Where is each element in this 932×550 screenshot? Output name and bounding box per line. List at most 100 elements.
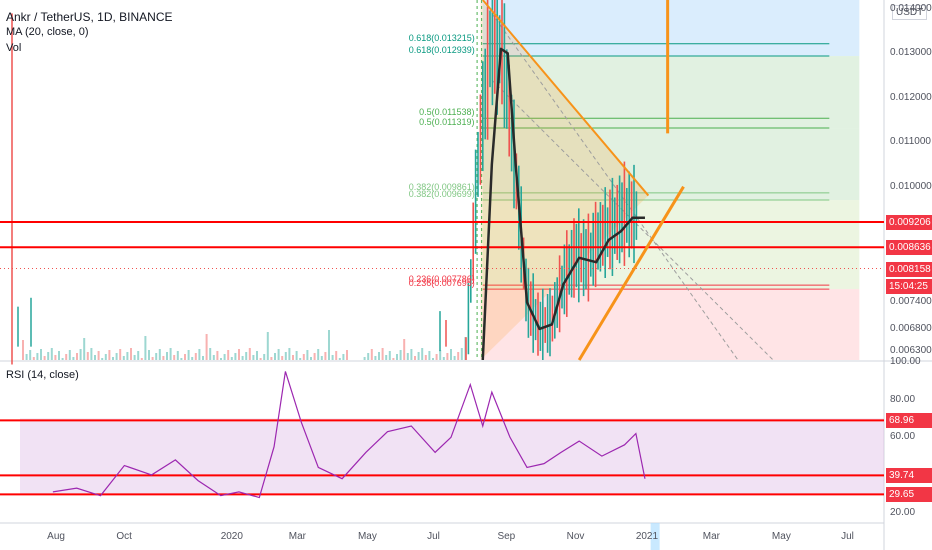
volume-bar — [155, 353, 158, 360]
volume-bar — [97, 351, 100, 360]
volume-bar — [176, 351, 179, 360]
projection-line — [491, 79, 774, 361]
rsi-tick-label: 80.00 — [890, 393, 916, 405]
volume-bar — [104, 354, 107, 360]
volume-bar — [65, 354, 68, 360]
volume-bar — [130, 348, 132, 360]
fib-level-label: 0.618(0.013215) — [408, 32, 475, 43]
ma-indicator-label[interactable]: MA (20, close, 0) — [6, 26, 89, 38]
volume-bar — [245, 352, 248, 360]
volume-bar — [306, 350, 309, 360]
volume-bar — [140, 358, 143, 360]
volume-bar — [25, 354, 28, 360]
rsi-tick-label: 100.00 — [890, 356, 921, 367]
fib-zone-2 — [482, 128, 860, 201]
volume-bar — [338, 358, 341, 360]
volume-bar — [173, 355, 176, 360]
volume-bar — [381, 348, 384, 360]
volume-bar — [101, 358, 104, 360]
volume-bar — [209, 348, 212, 360]
volume-bar — [428, 351, 431, 360]
volume-bar — [317, 349, 320, 360]
moving-average-line — [481, 47, 645, 361]
time-tick-label: Sep — [497, 531, 516, 542]
price-badge: 0.008636 — [886, 240, 932, 256]
volume-bar — [274, 353, 276, 360]
price-tick-label: 0.014000 — [890, 2, 932, 14]
volume-bar — [324, 352, 327, 360]
volume-bar — [277, 349, 280, 360]
volume-bar — [363, 357, 366, 360]
volume-bar — [410, 349, 413, 360]
volume-bar — [90, 348, 93, 360]
volume-bar — [295, 351, 298, 360]
rsi-tick-label: 20.00 — [890, 506, 916, 518]
price-badge: 0.009206 — [886, 214, 932, 230]
volume-bar — [328, 330, 330, 360]
volume-bar — [79, 349, 82, 360]
volume-bar — [83, 338, 86, 360]
volume-bar — [335, 351, 338, 360]
volume-bar — [370, 349, 373, 360]
currency-badge[interactable]: USDT — [892, 5, 928, 20]
volume-indicator-label[interactable]: Vol — [6, 42, 22, 54]
volume-bar — [435, 354, 438, 360]
price-tick-label: 0.011000 — [890, 136, 931, 148]
volume-bar — [256, 351, 258, 360]
volume-bar — [144, 336, 147, 360]
volume-bar — [115, 353, 118, 360]
volume-bar — [191, 357, 194, 360]
volume-bar — [133, 355, 136, 360]
price-badge: 15:04:25 — [886, 278, 932, 294]
fib-level-label: 0.5(0.011319) — [419, 117, 475, 128]
volume-bar — [119, 349, 122, 360]
volume-bar — [241, 356, 244, 360]
volume-bar — [392, 358, 395, 360]
rsi-indicator-label[interactable]: RSI (14, close) — [6, 369, 79, 381]
volume-bar — [36, 353, 39, 360]
volume-bar — [50, 348, 53, 360]
rsi-badge: 29.65 — [886, 487, 932, 503]
fib-level-label: 0.618(0.012939) — [408, 45, 475, 56]
volume-bar — [446, 353, 449, 360]
volume-bar — [227, 350, 230, 360]
volume-bar — [424, 355, 427, 360]
volume-bar — [151, 357, 154, 360]
volume-bar — [421, 348, 424, 360]
volume-bar — [414, 356, 416, 360]
volume-bar — [259, 358, 262, 360]
fib-level-label: 0.382(0.009861) — [408, 181, 475, 192]
volume-bar — [216, 351, 219, 360]
volume-bar — [184, 354, 186, 360]
volume-bar — [223, 354, 226, 360]
volume-bar — [212, 355, 215, 360]
time-tick-label: Oct — [116, 531, 132, 542]
volume-bar — [457, 352, 460, 360]
volume-bar — [302, 354, 305, 360]
volume-bar — [439, 350, 442, 360]
triangle-pattern — [480, 0, 649, 360]
symbol-title: Ankr / TetherUS, 1D, BINANCE — [6, 10, 173, 24]
volume-bar — [187, 350, 190, 360]
volume-bar — [263, 354, 266, 360]
volume-bar — [122, 356, 125, 360]
volume-bar — [198, 349, 201, 360]
rsi-line — [52, 371, 646, 499]
volume-bar — [432, 358, 434, 360]
time-tick-label: Mar — [288, 531, 306, 542]
fib-zone-0 — [482, 0, 860, 57]
rsi-tick-label: 60.00 — [890, 431, 916, 443]
time-tick-label: Nov — [566, 531, 585, 542]
volume-bar — [417, 352, 420, 360]
rsi-badge: 68.96 — [886, 413, 932, 429]
volume-bar — [148, 350, 150, 360]
volume-bar — [378, 352, 380, 360]
volume-bar — [180, 358, 183, 360]
volume-bar — [270, 357, 273, 360]
volume-bar — [54, 355, 57, 360]
descending-trendline — [482, 0, 650, 197]
fib-level-label: 0.236(0.007786) — [408, 274, 475, 285]
volume-bar — [22, 340, 24, 360]
volume-bar — [61, 358, 64, 360]
